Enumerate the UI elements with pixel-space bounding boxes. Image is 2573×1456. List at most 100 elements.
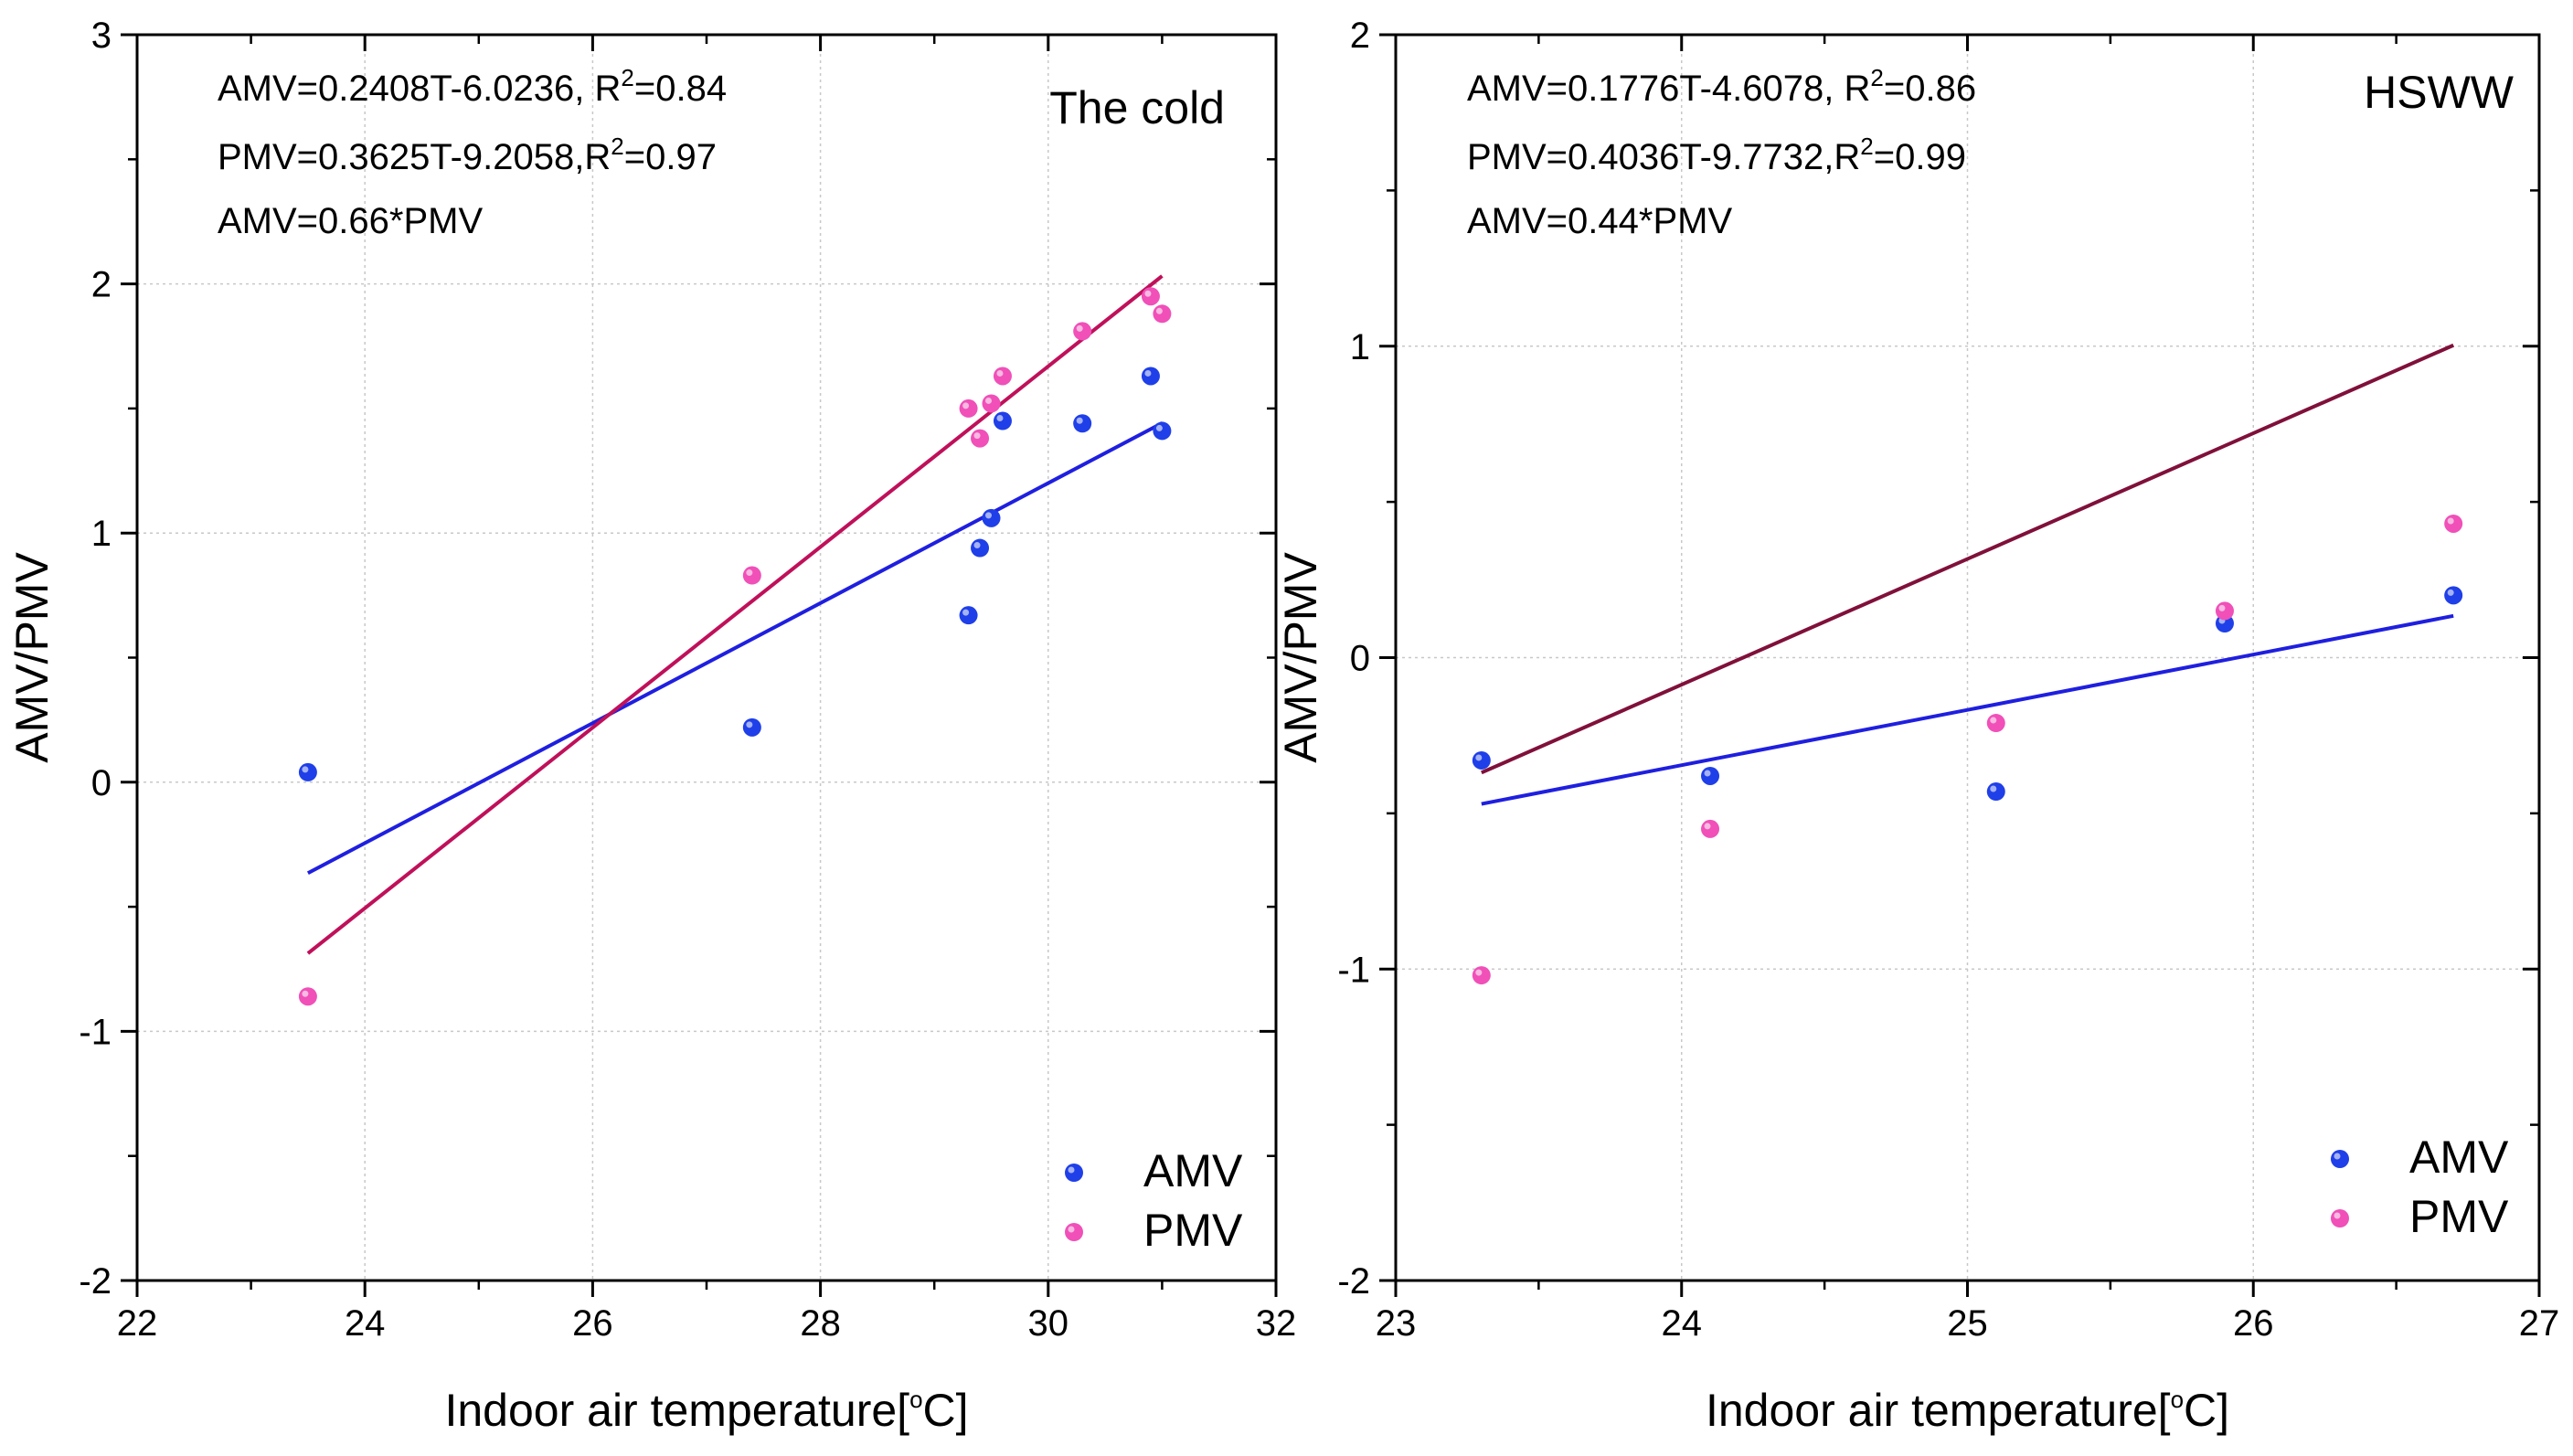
x-axis-title: Indoor air temperature[oC] [444, 1385, 968, 1436]
pmv-point-highlight [985, 397, 992, 404]
legend-marker-pmv [1065, 1223, 1083, 1241]
pmv-point-highlight [1144, 290, 1152, 297]
pmv-point-highlight [996, 369, 1004, 377]
annotation-equation: AMV=0.66*PMV [218, 201, 483, 241]
amv-point [298, 762, 317, 781]
amv-point-highlight [1144, 369, 1152, 377]
fit-line-amv [1481, 613, 2454, 806]
legend-marker-amv [2331, 1150, 2349, 1168]
annotation-equation: AMV=0.44*PMV [1467, 201, 1732, 241]
pmv-point [2444, 514, 2463, 533]
legend-marker-highlight [1068, 1226, 1075, 1233]
pmv-point-highlight [2447, 517, 2454, 525]
pmv-point-highlight [1155, 307, 1163, 314]
legend-label-amv: AMV [1143, 1145, 1243, 1196]
amv-point [2444, 586, 2463, 605]
amv-point-highlight [1076, 417, 1083, 424]
y-tick-label: 1 [91, 514, 112, 554]
pmv-point-highlight [962, 402, 970, 409]
amv-point [1141, 367, 1160, 386]
x-axis-title: Indoor air temperature[oC] [1706, 1385, 2229, 1436]
y-axis-title: AMV/PMV [6, 552, 58, 763]
amv-point [1073, 414, 1092, 433]
legend-label-pmv: PMV [1143, 1205, 1243, 1256]
pmv-point-highlight [1076, 324, 1083, 332]
pmv-point [959, 399, 978, 418]
legend-label-amv: AMV [2409, 1132, 2509, 1183]
y-axis-title: AMV/PMV [1275, 552, 1326, 763]
y-tick-label: 0 [91, 763, 112, 803]
y-tick-label: 2 [91, 265, 112, 305]
annotation-equation: PMV=0.4036T-9.7732,R2=0.99 [1467, 133, 1966, 177]
y-tick-label: 2 [1350, 16, 1370, 56]
panel-title: The cold [1049, 82, 1225, 133]
amv-point [1153, 421, 1172, 441]
annotation-equation: AMV=0.1776T-4.6078, R2=0.86 [1467, 64, 1976, 109]
x-tick-label: 30 [1028, 1303, 1069, 1344]
x-tick-label: 24 [1662, 1303, 1703, 1344]
fit-line-pmv [1481, 343, 2454, 775]
x-tick-label: 32 [1256, 1303, 1297, 1344]
y-tick-label: -1 [79, 1012, 112, 1052]
pmv-point-highlight [1990, 717, 1997, 724]
pmv-point [971, 429, 990, 448]
pmv-point [742, 566, 761, 585]
pmv-point [1153, 304, 1172, 324]
amv-point-highlight [962, 609, 970, 616]
fit-line-amv [306, 421, 1164, 876]
amv-point [1472, 750, 1491, 770]
x-tick-label: 23 [1376, 1303, 1417, 1344]
pmv-point-highlight [973, 432, 981, 440]
x-tick-label: 26 [2233, 1303, 2274, 1344]
panel-title: HSWW [2364, 67, 2515, 118]
pmv-point [1073, 322, 1092, 341]
amv-point-highlight [1990, 785, 1997, 792]
amv-point-highlight [302, 766, 309, 773]
pmv-point [1472, 966, 1491, 985]
amv-point-highlight [996, 415, 1004, 422]
panel-the-cold: 22 24 26 28 30 32 -2 -1 0 1 2 3 Indoor air temperatu… [6, 16, 1296, 1436]
annotation-equation: PMV=0.3625T-9.2058,R2=0.97 [218, 133, 717, 177]
panel-hsww: 23 24 25 26 27 -2 -1 0 1 2 Indoor air temperature[… [1275, 16, 2559, 1436]
pmv-point [2215, 601, 2234, 621]
pmv-point [982, 394, 1001, 413]
y-tick-label: -2 [1337, 1261, 1370, 1302]
y-tick-label: 1 [1350, 327, 1370, 367]
x-tick-label: 26 [572, 1303, 613, 1344]
pmv-point [1141, 287, 1160, 306]
amv-point [959, 606, 978, 625]
legend-label-pmv: PMV [2409, 1191, 2509, 1242]
amv-point-highlight [1475, 754, 1483, 761]
legend-marker-highlight [2334, 1153, 2341, 1160]
amv-point [742, 717, 761, 737]
pmv-point-highlight [1475, 969, 1483, 976]
amv-point-highlight [985, 512, 992, 519]
pmv-point [993, 367, 1012, 386]
legend-marker-highlight [1068, 1166, 1075, 1174]
pmv-point-highlight [2218, 604, 2226, 611]
fit-line-pmv [306, 274, 1164, 955]
annotation-equation: AMV=0.2408T-6.0236, R2=0.84 [218, 64, 727, 109]
y-tick-label: 3 [91, 16, 112, 56]
amv-point-highlight [1704, 770, 1711, 777]
amv-point [1701, 766, 1720, 785]
legend-marker-highlight [2334, 1212, 2341, 1219]
x-tick-label: 24 [345, 1303, 386, 1344]
y-tick-label: 0 [1350, 639, 1370, 679]
amv-point [971, 538, 990, 558]
pmv-point [1701, 819, 1720, 838]
amv-point [982, 508, 1001, 527]
amv-point [993, 411, 1012, 430]
pmv-point-highlight [1704, 823, 1711, 830]
y-tick-label: -1 [1337, 950, 1370, 990]
pmv-point [1986, 714, 2005, 733]
x-tick-label: 27 [2519, 1303, 2560, 1344]
amv-point-highlight [973, 542, 981, 549]
pmv-point-highlight [302, 990, 309, 997]
x-tick-label: 22 [117, 1303, 158, 1344]
pmv-point [298, 987, 317, 1006]
amv-point-highlight [2447, 589, 2454, 596]
x-tick-label: 25 [1947, 1303, 1988, 1344]
x-tick-label: 28 [800, 1303, 841, 1344]
